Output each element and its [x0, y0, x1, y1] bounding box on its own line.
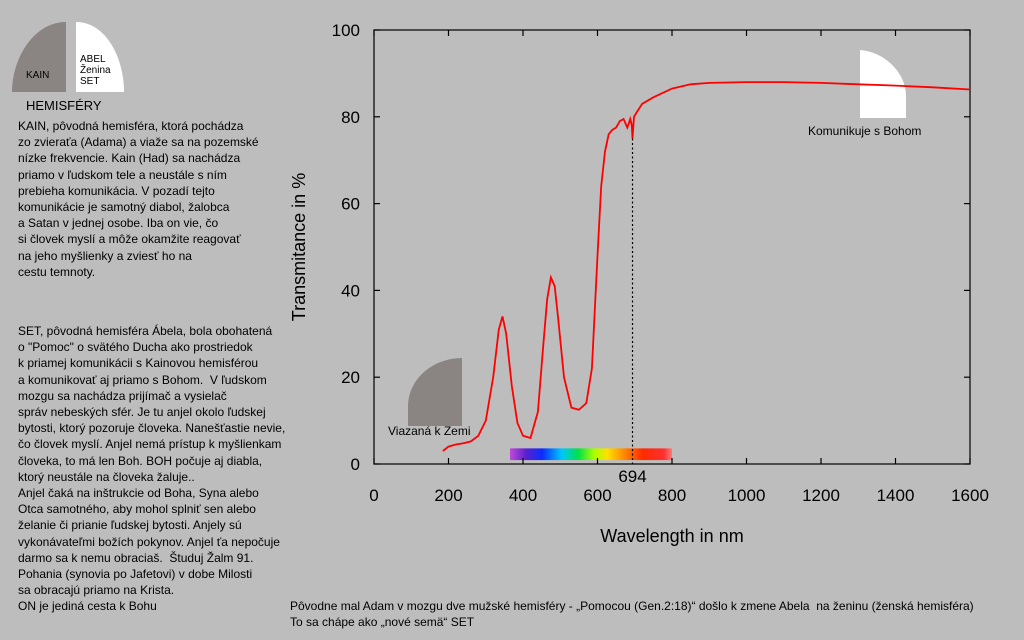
set-description: SET, pôvodná hemisféra Ábela, bola oboha…: [18, 324, 286, 614]
heaven-hemisphere-fill: [860, 50, 906, 118]
x-tick-label: 1200: [802, 486, 840, 505]
earth-hemisphere-fill: [408, 358, 462, 426]
y-axis-title: Transmitance in %: [289, 173, 309, 321]
kain-hemisphere-shape: [12, 22, 66, 92]
bottom-caption: Pôvodne mal Adam v mozgu dve mužské hemi…: [290, 599, 974, 629]
y-tick-label: 60: [341, 195, 360, 214]
abel-label-line: Ženina: [80, 65, 111, 76]
x-tick-label: 400: [509, 486, 537, 505]
y-tick-label: 100: [332, 21, 360, 40]
axis-ticks: 0 200 400 600 800 1000 1200 1400 1600 0 20 40 60 80 10…: [332, 21, 989, 505]
kain-description: KAIN, pôvodná hemisféra, ktorá pochádza …: [18, 119, 259, 279]
x-tick-label: 1600: [951, 486, 989, 505]
earth-hemisphere-shape: [408, 358, 462, 426]
hemispheres-title: HEMISFÉRY: [26, 98, 102, 113]
x-tick-label: 600: [583, 486, 611, 505]
y-tick-label: 0: [351, 455, 360, 474]
x-tick-label: 200: [434, 486, 462, 505]
abel-label: ABEL Ženina SET: [80, 54, 111, 87]
y-tick-label: 40: [341, 281, 360, 300]
annotation-heaven: Komunikuje s Bohom: [808, 124, 921, 138]
y-tick-label: 20: [341, 368, 360, 387]
marker-label-694: 694: [618, 467, 646, 486]
heaven-hemisphere-shape: [860, 50, 906, 118]
x-tick-label: 0: [369, 486, 378, 505]
abel-label-line: SET: [80, 76, 100, 87]
x-tick-label: 1000: [728, 486, 766, 505]
visible-spectrum-band: [509, 448, 672, 461]
hemispheres-graphic: [12, 22, 124, 92]
series-line-transmittance: [442, 81, 971, 452]
x-tick-label: 800: [658, 486, 686, 505]
x-axis-title: Wavelength in nm: [600, 526, 743, 546]
kain-label: KAIN: [26, 70, 50, 81]
annotation-earth: Viazaná k Zemi: [388, 424, 470, 438]
abel-label-line: ABEL: [80, 54, 106, 65]
x-tick-label: 1400: [877, 486, 915, 505]
abel-hemisphere-shape: [76, 22, 124, 92]
y-tick-label: 80: [341, 108, 360, 127]
